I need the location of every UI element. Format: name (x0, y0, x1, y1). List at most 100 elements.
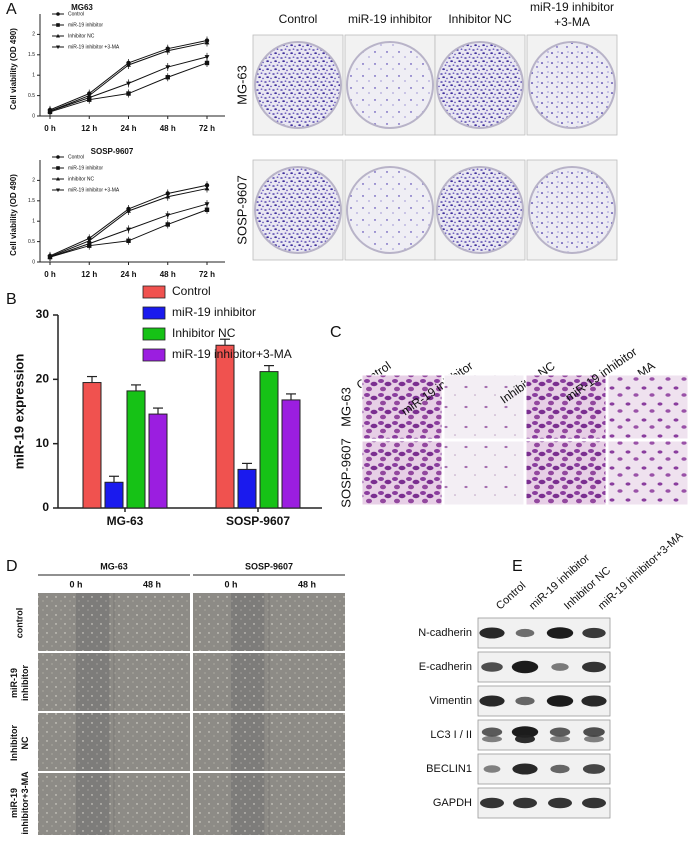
x-tick-label: 0 h (44, 270, 56, 279)
point (47, 255, 53, 260)
legend-text: miR-19 inhibitor (68, 165, 103, 171)
series-line (49, 40, 208, 111)
micrograph (607, 440, 689, 506)
column-header: miR-19 inhibitor (348, 12, 432, 26)
legend-marker (56, 33, 60, 38)
legend-marker (56, 176, 60, 181)
y-tick-label: 30 (36, 307, 50, 321)
row-label: SOSP-9607 (338, 438, 353, 507)
legend-marker (56, 166, 60, 170)
legend-text: miR-19 inhibitor +3-MA (68, 187, 120, 193)
band (582, 797, 606, 809)
point (165, 222, 170, 227)
row-label: E-cadherin (419, 661, 472, 673)
x-tick-label: 72 h (199, 270, 215, 279)
row-label: inhibitor (20, 665, 30, 701)
y-tick-label: 0 (32, 113, 35, 119)
time-label: 48 h (298, 579, 316, 589)
bar (281, 399, 301, 509)
legend-text: Control (68, 154, 84, 160)
legend-marker (56, 23, 60, 27)
row-label: inhibitor+3-MA (20, 771, 30, 835)
row-label: MG-63 (234, 65, 249, 105)
y-axis-label: Cell viability (OD 490) (9, 28, 18, 110)
point (126, 81, 131, 86)
row-label: GAPDH (433, 797, 472, 809)
x-tick-label: 0 h (44, 124, 56, 133)
x-tick-label: 24 h (120, 270, 136, 279)
point (204, 55, 210, 60)
band (582, 764, 606, 774)
band (582, 627, 606, 639)
series-line (49, 42, 208, 112)
band (584, 735, 604, 743)
row-label: control (14, 608, 24, 639)
band (551, 663, 569, 671)
legend-swatch (142, 348, 166, 362)
band (581, 695, 607, 707)
band (479, 627, 505, 639)
y-tick-label: 10 (36, 436, 50, 450)
column-header: Control (279, 12, 318, 26)
legend-marker (56, 188, 60, 193)
panel-label: C (330, 324, 342, 341)
column-header: Inhibitor NC (448, 12, 512, 26)
point (86, 241, 92, 247)
x-tick-label: 12 h (81, 124, 97, 133)
point (204, 60, 210, 66)
plate (436, 41, 524, 129)
legend-swatch (142, 306, 166, 320)
legend-marker (56, 155, 60, 159)
row-label: BECLIN1 (426, 763, 472, 775)
y-tick-label: 20 (36, 372, 50, 386)
column-header: Control (494, 580, 528, 613)
series-line (49, 62, 208, 113)
row-label: MG-63 (338, 387, 353, 427)
x-tick-label: SOSP-9607 (226, 514, 290, 528)
band (481, 662, 503, 672)
band (550, 735, 570, 743)
plate (254, 41, 342, 129)
band (513, 797, 537, 809)
point (165, 194, 171, 199)
row-label: N-cadherin (418, 627, 472, 639)
plate (436, 166, 524, 254)
y-tick-label: 0 (32, 259, 35, 265)
panel-label: E (512, 558, 523, 575)
point (204, 202, 210, 207)
micrograph (443, 440, 525, 506)
point (165, 213, 171, 218)
time-label: 0 h (224, 579, 237, 589)
series-line (49, 209, 208, 258)
band (548, 797, 572, 809)
panel-label: D (6, 558, 18, 575)
row-label: miR-19 (9, 788, 19, 818)
band (515, 628, 535, 638)
series-line (49, 188, 208, 258)
group-header: MG-63 (100, 561, 128, 571)
row-label: SOSP-9607 (234, 175, 249, 244)
row-label: Inhibitor (9, 725, 19, 761)
y-tick-label: 0.5 (28, 93, 35, 99)
group-header: SOSP-9607 (245, 561, 293, 571)
micrograph (443, 374, 525, 440)
row-label: LC3 I / II (430, 729, 472, 741)
plate (254, 166, 342, 254)
bar (82, 382, 102, 509)
plate (528, 166, 616, 254)
bar (126, 390, 146, 509)
band (546, 695, 574, 707)
point (165, 75, 170, 80)
plate (346, 166, 434, 254)
point (204, 39, 210, 45)
legend-text: miR-19 inhibitor (68, 22, 103, 28)
point (47, 109, 53, 114)
band (550, 764, 570, 774)
plate (346, 41, 434, 129)
band (515, 696, 535, 706)
band (481, 727, 503, 737)
legend-swatch (142, 285, 166, 299)
y-tick-label: 1.5 (28, 198, 35, 204)
point (165, 65, 171, 70)
point (126, 227, 131, 232)
